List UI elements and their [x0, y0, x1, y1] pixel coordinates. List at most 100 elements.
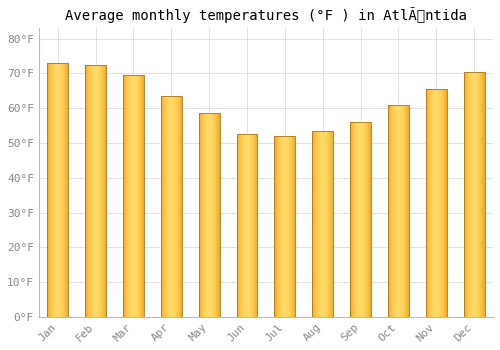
Bar: [65, 63, 66, 317]
Bar: [444, 89, 445, 317]
Bar: [136, 75, 137, 317]
Bar: [288, 136, 289, 317]
Bar: [438, 89, 439, 317]
Bar: [476, 72, 478, 317]
Bar: [401, 105, 402, 317]
Bar: [465, 72, 466, 317]
Bar: [198, 113, 200, 317]
Bar: [216, 113, 217, 317]
Bar: [207, 113, 208, 317]
Bar: [218, 113, 219, 317]
Bar: [161, 96, 162, 317]
Bar: [445, 89, 446, 317]
Bar: [92, 65, 93, 317]
Bar: [279, 136, 280, 317]
Bar: [388, 105, 389, 317]
Bar: [214, 113, 215, 317]
Bar: [390, 105, 391, 317]
Bar: [93, 65, 94, 317]
Bar: [128, 75, 129, 317]
Bar: [277, 136, 278, 317]
Bar: [139, 75, 140, 317]
Bar: [86, 65, 88, 317]
Bar: [388, 105, 409, 317]
Bar: [480, 72, 481, 317]
Bar: [89, 65, 90, 317]
Bar: [161, 96, 182, 317]
Bar: [237, 134, 238, 317]
Bar: [319, 131, 320, 317]
Bar: [59, 63, 60, 317]
Bar: [355, 122, 356, 317]
Bar: [179, 96, 180, 317]
Bar: [125, 75, 126, 317]
Bar: [90, 65, 91, 317]
Bar: [101, 65, 102, 317]
Bar: [464, 72, 465, 317]
Bar: [236, 134, 258, 317]
Bar: [471, 72, 472, 317]
Bar: [132, 75, 133, 317]
Bar: [198, 113, 220, 317]
Bar: [330, 131, 331, 317]
Bar: [361, 122, 362, 317]
Bar: [180, 96, 181, 317]
Bar: [362, 122, 363, 317]
Bar: [215, 113, 216, 317]
Bar: [400, 105, 401, 317]
Bar: [313, 131, 314, 317]
Bar: [250, 134, 251, 317]
Bar: [143, 75, 144, 317]
Bar: [201, 113, 202, 317]
Bar: [292, 136, 293, 317]
Bar: [97, 65, 98, 317]
Bar: [176, 96, 177, 317]
Bar: [55, 63, 56, 317]
Bar: [99, 65, 100, 317]
Bar: [248, 134, 249, 317]
Bar: [181, 96, 182, 317]
Bar: [294, 136, 296, 317]
Bar: [286, 136, 287, 317]
Bar: [350, 122, 371, 317]
Bar: [352, 122, 353, 317]
Bar: [316, 131, 317, 317]
Bar: [432, 89, 433, 317]
Bar: [85, 65, 86, 317]
Bar: [169, 96, 170, 317]
Bar: [251, 134, 252, 317]
Bar: [200, 113, 201, 317]
Bar: [285, 136, 286, 317]
Bar: [274, 136, 275, 317]
Bar: [164, 96, 165, 317]
Bar: [398, 105, 399, 317]
Bar: [168, 96, 169, 317]
Bar: [312, 131, 313, 317]
Bar: [242, 134, 243, 317]
Bar: [369, 122, 370, 317]
Bar: [163, 96, 164, 317]
Bar: [244, 134, 245, 317]
Bar: [426, 89, 427, 317]
Bar: [54, 63, 55, 317]
Bar: [406, 105, 408, 317]
Bar: [85, 65, 106, 317]
Bar: [104, 65, 105, 317]
Bar: [208, 113, 209, 317]
Bar: [209, 113, 210, 317]
Bar: [167, 96, 168, 317]
Bar: [135, 75, 136, 317]
Bar: [165, 96, 166, 317]
Bar: [426, 89, 446, 317]
Bar: [389, 105, 390, 317]
Bar: [350, 122, 351, 317]
Bar: [469, 72, 470, 317]
Bar: [211, 113, 212, 317]
Bar: [256, 134, 257, 317]
Bar: [479, 72, 480, 317]
Bar: [433, 89, 434, 317]
Bar: [280, 136, 281, 317]
Title: Average monthly temperatures (°F ) in AtlÃntida: Average monthly temperatures (°F ) in At…: [65, 7, 467, 23]
Bar: [48, 63, 49, 317]
Bar: [123, 75, 124, 317]
